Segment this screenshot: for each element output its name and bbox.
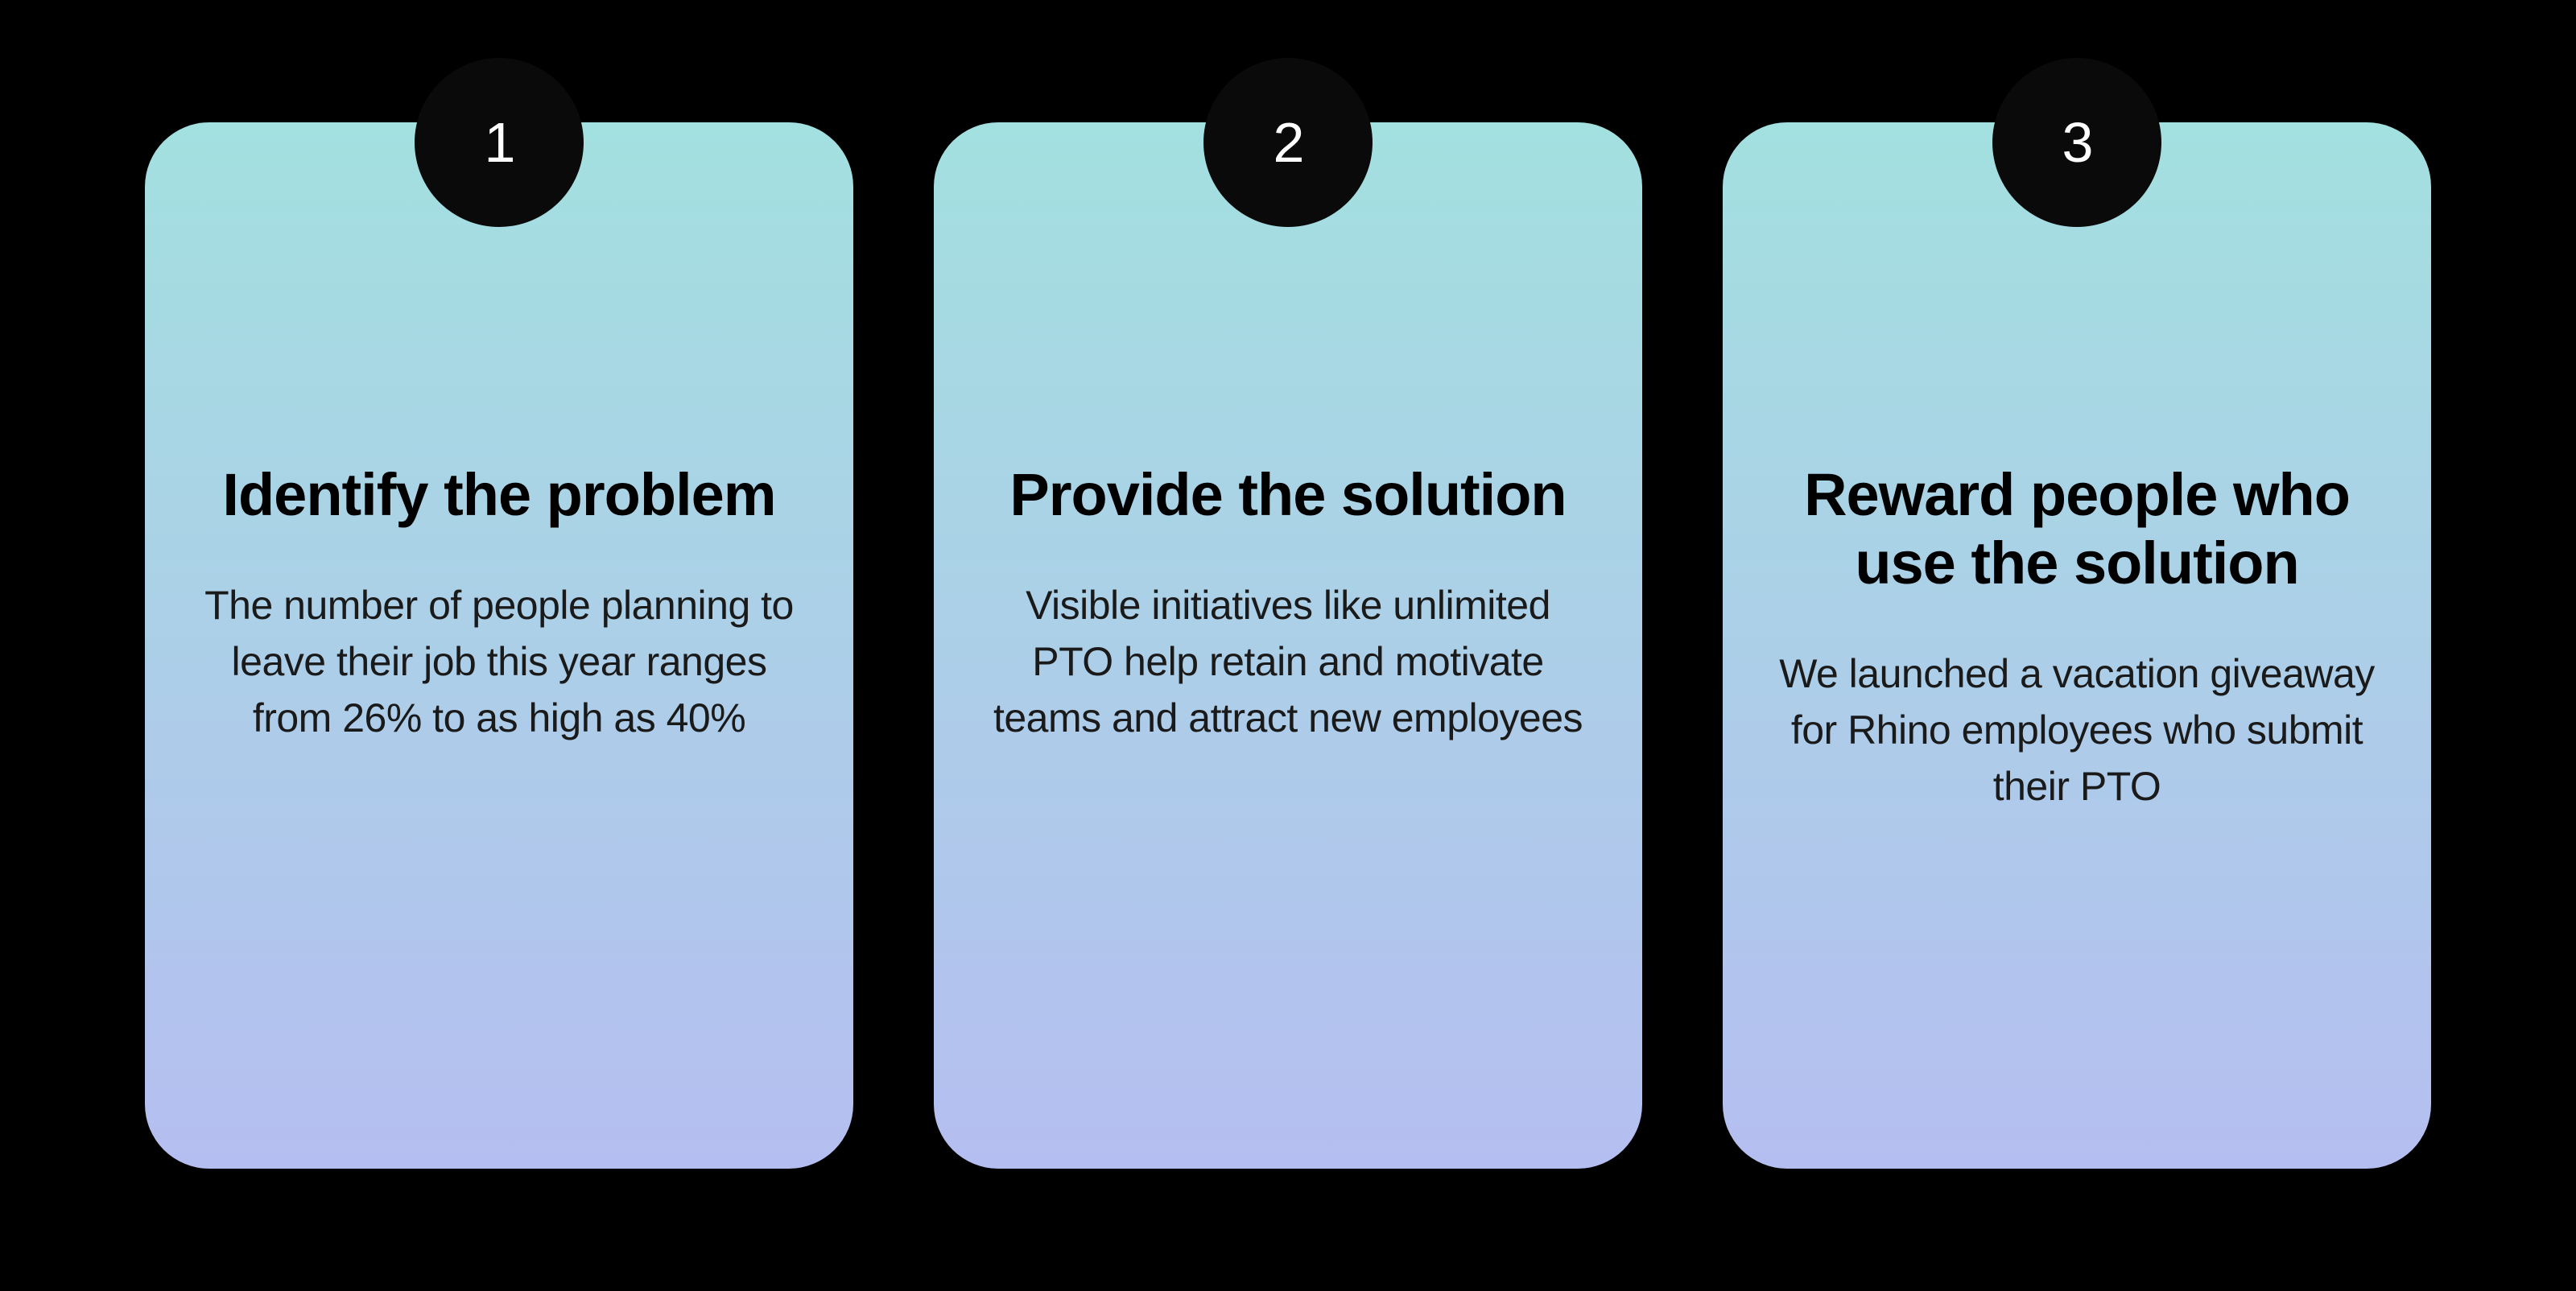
- card-title-2: Provide the solution: [1009, 460, 1566, 529]
- card-description-2: Visible initiatives like unlimited PTO h…: [990, 577, 1586, 746]
- card-1: 1 Identify the problem The number of peo…: [145, 122, 853, 1169]
- badge-number-3: 3: [1992, 58, 2161, 227]
- badge-number-2: 2: [1203, 58, 1373, 227]
- card-title-1: Identify the problem: [222, 460, 775, 529]
- badge-number-1: 1: [415, 58, 584, 227]
- card-3: 3 Reward people who use the solution We …: [1723, 122, 2431, 1169]
- card-description-1: The number of people planning to leave t…: [201, 577, 797, 746]
- card-2: 2 Provide the solution Visible initiativ…: [934, 122, 1642, 1169]
- card-title-3: Reward people who use the solution: [1779, 460, 2375, 597]
- cards-container: 1 Identify the problem The number of peo…: [145, 122, 2431, 1169]
- card-description-3: We launched a vacation giveaway for Rhin…: [1779, 646, 2375, 815]
